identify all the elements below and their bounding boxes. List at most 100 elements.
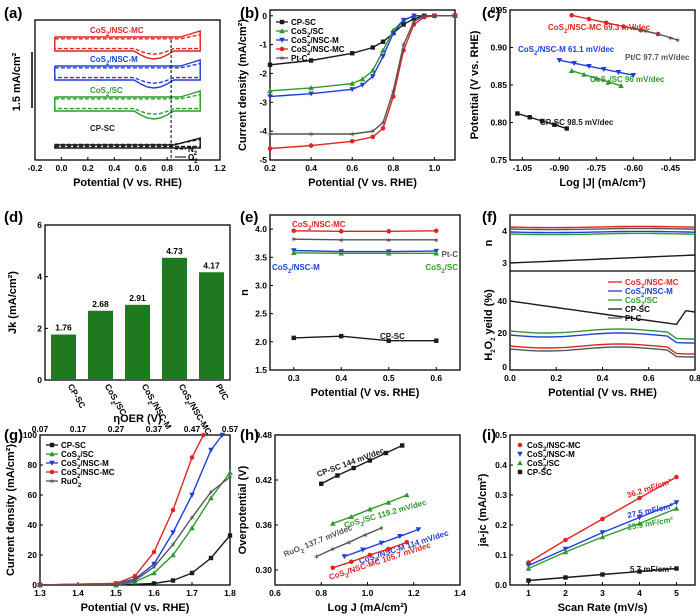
panel-f-xtick-label: 0.6 <box>643 373 655 383</box>
panel-e-line-0 <box>293 230 437 233</box>
panel-c-marker: ✶ <box>630 24 637 33</box>
panel-e-marker <box>291 335 296 341</box>
panel-h-marker <box>383 450 389 456</box>
panel-h-series-label: CP-SC 144 mV/dec <box>316 446 386 479</box>
panel-i-ytick-label: 0.3 <box>495 490 507 500</box>
panel-h-marker <box>367 458 373 463</box>
panel-h-fit-2 <box>316 527 382 558</box>
panel-g-xtick-label: 1.3 <box>34 588 46 598</box>
panel-e-xtick-label: 0.6 <box>430 373 442 383</box>
panel-a-cv-green-n2 <box>54 93 201 115</box>
panel-i-ytick-label: 0.4 <box>495 460 507 470</box>
panel-h-ylabel: Overpotential (V) <box>237 465 249 554</box>
panel-h-xtick-label: 1.0 <box>362 588 374 598</box>
panel-h-ytick-label: 0.48 <box>255 430 272 440</box>
panel-e-marker <box>433 228 439 234</box>
panel-d-bar <box>125 304 150 380</box>
panel-c-marker <box>515 111 520 116</box>
panel-d-bar <box>199 272 224 380</box>
panel-c-marker <box>603 20 609 26</box>
panel-e-ylabel: n <box>239 289 251 296</box>
panel-d-ytick-label: 4 <box>37 272 42 282</box>
panel-g-marker <box>189 455 195 460</box>
panel-b-marker <box>359 82 366 88</box>
panel-g-ytick-label: 40 <box>28 520 38 530</box>
panel-b-marker <box>349 138 355 144</box>
panel-c-ytick-label: 0.85 <box>490 80 507 90</box>
panel-i-legend-marker <box>517 451 523 457</box>
panel-f-h2o2-line-3 <box>509 300 696 326</box>
panel-h-xtick-label: 1.2 <box>408 588 420 598</box>
panel-h-marker <box>415 527 422 533</box>
panel-c-marker: ✶ <box>674 36 681 45</box>
panel-i-marker <box>563 575 568 580</box>
panel-e-ytick-label: 1.5 <box>255 365 267 375</box>
panel-g-xtick-label: 1.4 <box>72 588 84 598</box>
panel-h-ytick-label: 0.36 <box>255 520 272 530</box>
panel-a-cv-green-o2 <box>54 90 201 120</box>
panel-b-marker <box>349 87 356 93</box>
panel-i-marker <box>673 500 680 506</box>
panel-c-ylabel: Potential (V vs. RHE) <box>469 30 481 139</box>
panel-g-xtick-label: 1.7 <box>186 588 198 598</box>
panel-f-legend-text: CoS2/NSC-M <box>625 287 673 299</box>
panel-g-top-xtick-label: 0.57 <box>222 424 239 434</box>
panel-b-marker <box>401 22 406 27</box>
panel-g-ytick-label: 20 <box>28 550 38 560</box>
panel-b-line-4 <box>270 15 455 135</box>
panel-c-xtick-label: -0.90 <box>550 163 570 173</box>
panel-g-xlabel: Potential (V vs. RHE) <box>81 602 190 614</box>
panel-g-marker <box>208 555 214 561</box>
panel-g-marker: ✶ <box>151 563 158 572</box>
panel-g-legend-text: CoS2/SC <box>61 450 94 462</box>
panel-b-ytick-label: -4 <box>259 126 267 136</box>
panel-i-ylabel: ja-jc (mA/cm²) <box>477 473 489 547</box>
panel-e-marker: ✶ <box>385 236 392 245</box>
panel-g-ytick-label: 0 <box>32 580 37 590</box>
panel-g-marker: ✶ <box>189 514 196 523</box>
panel-b-legend-marker <box>279 37 285 43</box>
panel-g-marker <box>189 492 195 498</box>
panel-f-ytick-label: 0 <box>502 362 507 372</box>
panel-h-marker: ✶ <box>378 524 385 533</box>
panel-c-ytick-label: 0.95 <box>490 5 507 15</box>
panel-b-marker <box>349 80 356 86</box>
panel-h-marker <box>348 513 355 519</box>
panel-g-marker <box>189 570 195 576</box>
panel-h-marker <box>330 520 336 526</box>
panel-d-bar-value: 2.91 <box>129 293 146 303</box>
panel-g-label: (g) <box>4 427 23 444</box>
panel-f-legend-text: CoS2/SC <box>625 296 658 308</box>
panel-a-series-label: CoS2/NSC-M <box>90 55 138 67</box>
panel-i-marker <box>637 569 642 574</box>
panel-b-marker <box>267 94 273 100</box>
panel-d-ytick-label: 6 <box>37 220 42 230</box>
panel-e-marker <box>339 333 344 339</box>
panel-h-marker <box>378 540 385 546</box>
panel-b-marker <box>370 134 376 140</box>
panel-i-xtick-label: 4 <box>637 588 642 598</box>
panel-c-marker <box>615 70 622 76</box>
panel-c-marker <box>618 82 624 88</box>
panel-b-marker <box>350 51 355 56</box>
panel-e-marker: ✶ <box>433 236 440 245</box>
panel-g-marker <box>170 530 176 536</box>
panel-f-xtick-label: 0.4 <box>597 373 609 383</box>
panel-f-xtick-label: 0.2 <box>550 373 562 383</box>
panel-g-ytick-label: 100 <box>23 430 37 440</box>
panel-g-xtick-label: 1.5 <box>110 588 122 598</box>
panel-b-marker: ✶ <box>452 12 459 21</box>
panel-g-legend-marker <box>49 451 55 457</box>
panel-c-series-label: Pt/C 97.7 mV/dec <box>625 53 690 62</box>
panel-c-series-label: CoS2/NSC-MC 69.3 mV/dec <box>548 23 651 35</box>
panel-g-marker <box>219 432 226 438</box>
panel-e-line-4 <box>293 335 437 342</box>
panel-g-legend-marker <box>49 469 55 475</box>
panel-g-ylabel: Current density (mA/cm²) <box>5 444 17 576</box>
panel-g-line-1 <box>40 472 231 586</box>
panel-b-marker <box>308 58 314 63</box>
panel-d-bar-value: 2.68 <box>92 299 109 309</box>
panel-i-ytick-label: 0.5 <box>495 430 507 440</box>
panel-e-ytick-label: 3.0 <box>255 280 267 290</box>
panel-c-marker <box>605 79 612 85</box>
